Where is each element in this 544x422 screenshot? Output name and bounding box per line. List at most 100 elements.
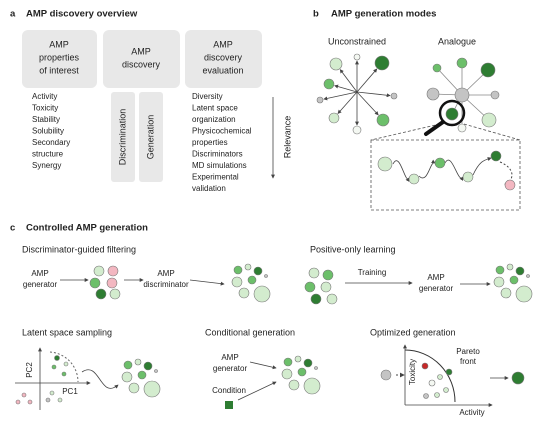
peptide (288, 379, 300, 391)
node-text: AMP (221, 353, 238, 362)
list-item: Solubility (32, 127, 64, 136)
peptide (506, 263, 514, 271)
arrow (356, 91, 391, 98)
peptide (310, 293, 322, 305)
peptide (27, 399, 33, 405)
edge-text: Training (358, 268, 387, 277)
peptide (454, 87, 470, 103)
list-item: Diversity (192, 92, 223, 101)
peptide (238, 287, 250, 299)
arrow (418, 159, 436, 179)
list-item: Synergy (32, 161, 61, 170)
peptide (57, 397, 63, 403)
list-item: Physicochemical (192, 127, 252, 136)
method: Generation (145, 115, 155, 160)
peptide (54, 355, 60, 361)
peptide (281, 368, 293, 380)
peptide (377, 156, 393, 172)
box-text: evaluation (202, 65, 243, 75)
peptide (329, 57, 343, 71)
peptide (244, 263, 252, 271)
peptide (432, 63, 442, 73)
lists: Activity Toxicity Stability Solubility Secon… (32, 92, 252, 193)
peptide (509, 275, 519, 285)
peptide (423, 393, 429, 399)
arrow (81, 369, 119, 389)
list-item: Activity (32, 92, 57, 101)
box-text: discovery (122, 59, 161, 69)
peptide (264, 274, 268, 278)
peptide (308, 267, 320, 279)
shapes (15, 30, 533, 410)
axis-label: PC2 (25, 362, 34, 378)
list-item: MD simulations (192, 161, 247, 170)
panel-label: a (10, 9, 16, 20)
node-text: AMP (427, 273, 444, 282)
peptide (515, 266, 525, 276)
peptide (109, 288, 121, 300)
box-text: of interest (39, 65, 79, 75)
box (139, 92, 163, 182)
peptide (45, 397, 51, 403)
peptide (320, 281, 332, 293)
condition-square (225, 401, 233, 409)
list-item: structure (32, 150, 64, 159)
peptide (434, 392, 440, 398)
list-item: properties (192, 138, 228, 147)
peptide (61, 371, 67, 377)
peptide (352, 125, 362, 135)
peptide (456, 57, 468, 69)
region (49, 351, 79, 383)
peptide (121, 371, 133, 383)
peptide (390, 92, 398, 100)
node-text: AMP (157, 269, 174, 278)
box-text: properties (39, 52, 80, 62)
peptide (294, 355, 302, 363)
box (185, 30, 262, 88)
section-title: Optimized generation (370, 327, 456, 337)
arrow (189, 279, 225, 286)
peptide (490, 90, 500, 100)
peptide (106, 277, 118, 289)
peptide (326, 293, 338, 305)
peptide (443, 387, 449, 393)
panel-title: AMP generation modes (331, 9, 436, 20)
peptide (504, 179, 516, 191)
peptide (253, 266, 263, 276)
arrow (392, 160, 410, 182)
peptide (380, 369, 392, 381)
list-item: organization (192, 115, 236, 124)
peptide (328, 112, 340, 124)
peptide (480, 62, 496, 78)
peptide (297, 367, 307, 377)
arrow (472, 157, 492, 176)
peptide (374, 55, 390, 71)
magnifier (438, 99, 466, 127)
peptide (51, 364, 57, 370)
arrow-label: Relevance (282, 116, 292, 159)
peptide (143, 380, 161, 398)
list-item: Discriminators (192, 150, 243, 159)
peptide (526, 274, 530, 278)
peptide (457, 123, 467, 133)
peptide (490, 150, 502, 162)
list-item: Latent space (192, 104, 238, 113)
peptide (134, 358, 142, 366)
peptide (231, 276, 243, 288)
arrow (334, 84, 358, 93)
peptide (445, 107, 459, 121)
peptide (233, 265, 243, 275)
peptide (49, 390, 55, 396)
peptide (303, 377, 321, 395)
peptide (426, 87, 440, 101)
box-text: AMP (213, 39, 233, 49)
box-text: AMP (49, 39, 69, 49)
arrow (249, 361, 277, 370)
peptide (434, 157, 446, 169)
peptide (93, 265, 105, 277)
peptide (445, 368, 453, 376)
section-title: Conditional generation (205, 327, 295, 337)
peptide (323, 78, 335, 90)
peptide (283, 357, 293, 367)
annotation: front (460, 357, 477, 366)
